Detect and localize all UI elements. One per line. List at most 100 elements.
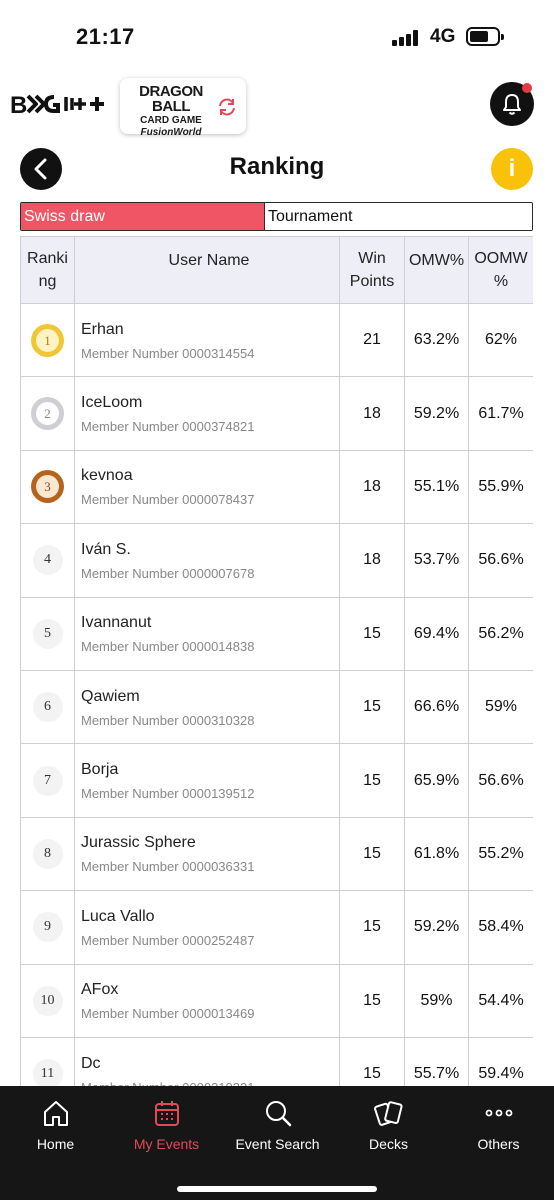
member-number-value: 0000014838 [182,639,255,655]
user-name: Borja [81,761,119,779]
header-oomw: OOMW% [468,236,533,304]
tab-home[interactable]: Home [0,1098,111,1158]
home-indicator [177,1186,377,1192]
rank-cell: 5 [20,596,75,671]
table-row[interactable]: 4 Iván S. Member Number 0000007678 18 53.7% 5… [20,523,533,598]
battery-icon [466,27,504,46]
tab-tournament[interactable]: Tournament [265,203,532,230]
silver-medal-icon: 2 [31,397,64,431]
oomw-cell: 55.2% [468,816,533,892]
ranking-table-scroll[interactable]: Ranki ng User Name Win Points OMW% OOMW% 1… [20,236,533,1086]
tab-others[interactable]: Others [443,1098,554,1158]
user-name: Dc [81,1054,101,1072]
win-points-cell: 15 [339,1036,405,1086]
user-cell: Dc Member Number 0000310331 [74,1036,340,1086]
user-cell: Jurassic Sphere Member Number 0000036331 [74,816,340,892]
win-points-cell: 15 [339,669,405,745]
oomw-cell: 55.9% [468,449,533,525]
tab-home-label: Home [36,1136,75,1152]
calendar-icon [154,1101,179,1126]
bell-icon [503,94,521,115]
member-number-label: Member Number [81,712,179,728]
brand-header: B DRAGON BALL CARD GAME FusionWorld [0,72,554,138]
omw-cell: 59% [404,963,469,1038]
omw-cell: 63.2% [404,302,469,378]
member-number: Member Number 0000139512 [81,786,339,801]
tab-my-events-label: My Events [133,1136,200,1152]
user-cell: Qawiem Member Number 0000310328 [74,669,340,745]
omw-cell: 55.1% [404,449,469,525]
rank-number: 8 [32,838,63,869]
rank-cell: 1 [20,302,75,378]
game-logo-line-2: CARD GAME [140,115,202,126]
page-title: Ranking [229,153,325,180]
rank-number: 1 [36,328,59,352]
member-number-label: Member Number [81,786,179,802]
oomw-cell: 56.2% [468,596,533,671]
dragon-ball-game-logo[interactable]: DRAGON BALL CARD GAME FusionWorld [120,78,246,138]
table-header-row: Ranki ng User Name Win Points OMW% OOMW% [20,236,533,304]
member-number-label: Member Number [81,565,179,581]
win-points-cell: 15 [339,963,405,1038]
table-row[interactable]: 5 Ivannanut Member Number 0000014838 15 69.4… [20,596,533,671]
rank-number: 7 [32,765,63,796]
table-row[interactable]: 11DcMember Number 00003103311555.7%59.4% [20,1036,533,1086]
gold-medal-icon: 1 [31,323,64,357]
more-icon [485,1109,512,1117]
member-number-label: Member Number [81,932,179,948]
win-points-cell: 15 [339,816,405,892]
member-number-value: 0000013469 [182,1006,255,1022]
table-row[interactable]: 9 Luca Vallo Member Number 0000252487 15 59.… [20,890,533,965]
network-type: 4G [430,26,456,47]
user-name: Ivannanut [81,614,152,632]
table-row[interactable]: 10 AFox Member Number 0000013469 15 59% 54.4% [20,963,533,1038]
user-name: Luca Vallo [81,907,155,925]
user-name: AFox [81,981,119,999]
member-number-value: 0000374821 [182,419,255,435]
user-name: IceLoom [81,394,143,412]
home-icon [43,1101,68,1126]
member-number: Member Number 0000374821 [81,419,339,434]
win-points-cell: 18 [339,523,405,598]
win-points-cell: 18 [339,376,405,451]
user-cell: Iván S. Member Number 0000007678 [74,523,340,598]
oomw-cell: 58.4% [468,890,533,965]
member-number-label: Member Number [81,492,179,508]
tab-event-search[interactable]: Event Search [222,1098,333,1158]
rank-cell: 6 [20,669,75,745]
table-row[interactable]: 6 Qawiem Member Number 0000310328 15 66.6% 59… [20,669,533,745]
table-row[interactable]: 8 Jurassic Sphere Member Number 0000036331… [20,816,533,892]
status-time: 21:17 [76,24,135,49]
oomw-cell: 61.7% [468,376,533,451]
tab-decks-label: Decks [369,1136,408,1152]
back-button[interactable] [20,148,62,190]
table-row[interactable]: 1 Erhan Member Number 0000314554 21 63.2% 62% [20,302,533,378]
member-number: Member Number 0000014838 [81,639,339,654]
bottom-tab-bar: Home My Events Event Search Decks Others [0,1086,554,1200]
tab-my-events[interactable]: My Events [111,1098,222,1158]
ranking-type-selector: Swiss draw Tournament [20,202,533,231]
member-number: Member Number 0000007678 [81,566,339,581]
member-number-label: Member Number [81,1006,179,1022]
rank-number: 5 [32,618,63,649]
table-row[interactable]: 7 Borja Member Number 0000139512 15 65.9% 56.… [20,743,533,818]
user-cell: IceLoom Member Number 0000374821 [74,376,340,451]
omw-cell: 66.6% [404,669,469,745]
user-name: Iván S. [81,540,131,558]
omw-cell: 55.7% [404,1036,469,1086]
header-ranking: Ranki ng [20,236,75,304]
table-row[interactable]: 2 IceLoom Member Number 0000374821 18 59.2% 6… [20,376,533,451]
oomw-cell: 56.6% [468,523,533,598]
notifications-button[interactable] [490,82,534,126]
oomw-cell: 62% [468,302,533,378]
info-button[interactable]: i [491,148,533,190]
cards-icon [373,1101,403,1126]
tab-decks[interactable]: Decks [333,1098,444,1158]
tab-swiss-draw[interactable]: Swiss draw [21,203,265,230]
table-row[interactable]: 3 kevnoa Member Number 0000078437 18 55.1% 55… [20,449,533,525]
member-number-label: Member Number [81,345,179,361]
tab-others-label: Others [477,1136,520,1152]
tab-event-search-label: Event Search [235,1136,320,1152]
notification-badge [522,83,532,93]
rank-cell: 7 [20,743,75,818]
